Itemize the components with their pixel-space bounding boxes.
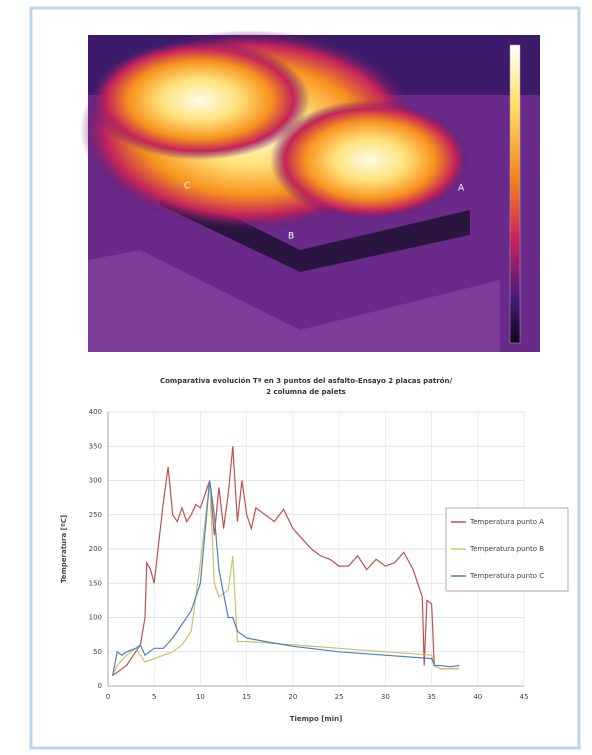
- x-tick-label: 40: [473, 693, 482, 701]
- series-line: [112, 480, 460, 676]
- y-axis-label: Temperatura [ºC]: [60, 515, 68, 583]
- y-tick-label: 300: [89, 477, 102, 485]
- frame: [29, 6, 581, 750]
- point-label: B: [288, 232, 294, 242]
- legend-box: [445, 507, 569, 592]
- x-tick-label: 25: [335, 693, 344, 701]
- x-tick-label: 45: [520, 693, 529, 701]
- legend-label: Temperatura punto B: [469, 545, 544, 553]
- x-tick-label: 10: [196, 693, 205, 701]
- legend-label: Temperatura punto A: [469, 518, 544, 526]
- point-label: A: [458, 184, 465, 194]
- chart-title: 2 columna de palets: [266, 388, 346, 396]
- y-tick-label: 200: [89, 545, 102, 553]
- y-tick-label: 50: [93, 648, 102, 656]
- x-axis-label: Tiempo [min]: [290, 715, 343, 723]
- y-tick-label: 400: [89, 408, 102, 416]
- y-tick-label: 150: [89, 579, 102, 587]
- series-line: [112, 480, 460, 676]
- legend-label: Temperatura punto C: [469, 572, 544, 580]
- y-tick-label: 100: [89, 614, 102, 622]
- series-line: [112, 446, 460, 677]
- x-tick-label: 5: [152, 693, 156, 701]
- chart-title: Comparativa evolución Tª en 3 puntos del…: [160, 377, 452, 385]
- point-label: C: [184, 182, 190, 192]
- x-tick-label: 20: [288, 693, 297, 701]
- x-tick-label: 35: [427, 693, 436, 701]
- y-tick-label: 350: [89, 442, 102, 450]
- x-tick-label: 0: [106, 693, 110, 701]
- y-tick-label: 250: [89, 511, 102, 519]
- thermal-image: C A B: [80, 30, 540, 352]
- y-tick-label: 0: [98, 682, 102, 690]
- x-tick-label: 15: [242, 693, 251, 701]
- x-tick-label: 30: [381, 693, 390, 701]
